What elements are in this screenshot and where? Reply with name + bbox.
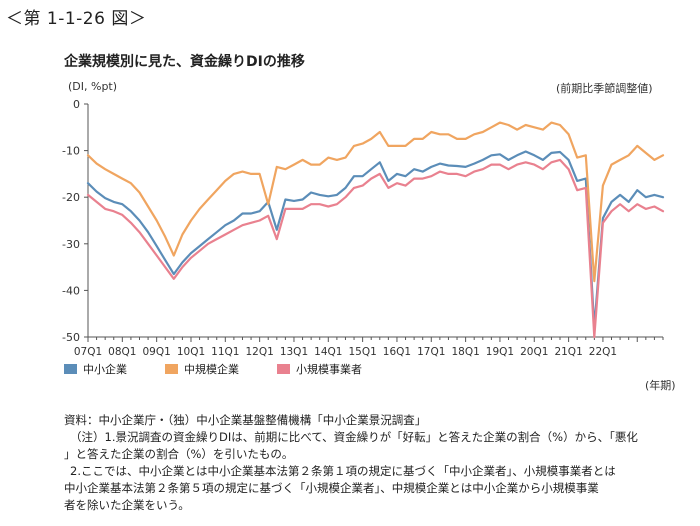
legend-item-sme: 中小企業 [64, 361, 127, 377]
x-tick-label: 16Q1 [383, 346, 411, 358]
legend-label: 小規模事業者 [296, 363, 362, 376]
legend-swatch [165, 364, 178, 374]
x-tick-label: 07Q1 [74, 346, 102, 358]
legend-swatch [277, 364, 290, 374]
x-tick-label: 22Q1 [589, 346, 617, 358]
note-1b: 」と答えた企業の割合（%）を引いたもの。 [64, 447, 294, 461]
notes: 資料：中小企業庁・（独）中小企業基盤整備機構「中小企業景況調査」 （注）1.景況… [64, 412, 694, 514]
x-tick-label: 18Q1 [451, 346, 479, 358]
y-tick-label: -50 [62, 331, 80, 344]
x-axis-unit: (年期) [645, 379, 676, 392]
x-tick-label: 08Q1 [108, 346, 136, 358]
chart-title: 企業規模別に見た、資金繰りDIの推移 [64, 54, 305, 70]
y-tick-label: -10 [62, 145, 80, 158]
series-line-2 [86, 158, 665, 339]
line-chart: 0 -10 -20 -30 -40 -50 07Q1 08Q1 09Q1 10Q1 11Q1 12Q1… [62, 98, 665, 358]
x-tick-label: 21Q1 [554, 346, 582, 358]
note-1a: （注）1.景況調査の資金繰りDIは、前期に比べて、資金繰りが「好転」と答えた企業… [70, 430, 638, 444]
legend-item-medium: 中規模企業 [165, 361, 239, 377]
x-tick-label: 09Q1 [143, 346, 171, 358]
y-tick-label: 0 [73, 98, 80, 111]
x-tick-label: 13Q1 [280, 346, 308, 358]
series-line-1 [86, 121, 665, 283]
x-tick-label: 15Q1 [348, 346, 376, 358]
source-note: 資料：中小企業庁・（独）中小企業基盤整備機構「中小企業景況調査」 [64, 413, 427, 427]
legend-label: 中小企業 [83, 363, 127, 376]
x-tick-label: 19Q1 [486, 346, 514, 358]
x-tick-label: 14Q1 [314, 346, 342, 358]
y-tick-label: -40 [62, 284, 80, 297]
legend-label: 中規模企業 [184, 363, 239, 376]
series-line-0 [86, 150, 665, 329]
seasonal-adjust-note: (前期比季節調整値) [556, 82, 653, 95]
legend-item-small: 小規模事業者 [277, 361, 362, 377]
figure-label: ＜第 1-1-26 図＞ [6, 9, 147, 29]
legend: 中小企業 中規模企業 小規模事業者 [64, 361, 400, 377]
note-2c: 者を除いた企業をいう。 [64, 498, 190, 512]
note-2a: 2.ここでは、中小企業とは中小企業基本法第２条第１項の規定に基づく「中小企業者」… [70, 464, 616, 478]
x-tick-label: 12Q1 [245, 346, 273, 358]
legend-swatch [64, 364, 77, 374]
x-tick-label: 10Q1 [177, 346, 205, 358]
x-tick-label: 17Q1 [417, 346, 445, 358]
note-2b: 中小企業基本法第２条第５項の規定に基づく「小規模企業者」、中規模企業とは中小企業… [64, 481, 599, 495]
y-tick-label: -20 [62, 191, 80, 204]
x-tick-label: 11Q1 [211, 346, 239, 358]
y-tick-label: -30 [62, 238, 80, 251]
y-axis-unit: (DI, %pt) [68, 80, 118, 93]
x-tick-label: 20Q1 [520, 346, 548, 358]
